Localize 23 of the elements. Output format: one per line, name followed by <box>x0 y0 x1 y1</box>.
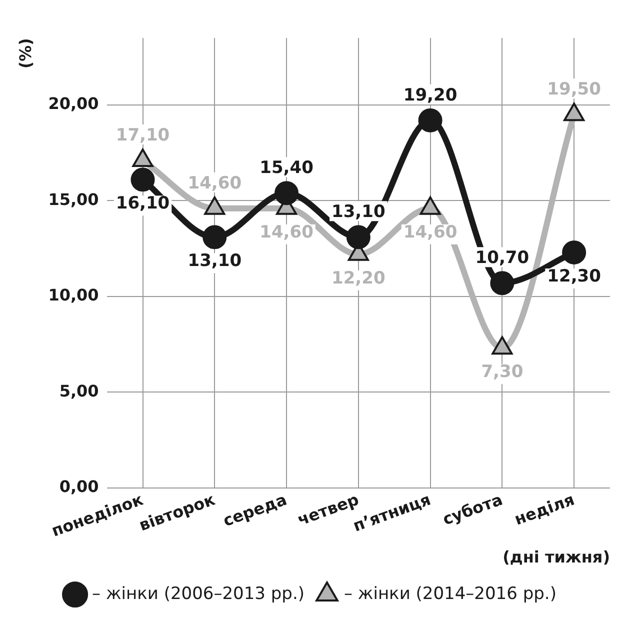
data-label: 14,60 <box>403 222 458 242</box>
data-label: 10,70 <box>475 248 530 268</box>
legend-label: – жінки (2006–2013 рр.) <box>92 584 305 604</box>
data-label: 15,40 <box>260 158 314 178</box>
data-label: 16,10 <box>116 194 170 214</box>
legend-label: – жінки (2014–2016 рр.) <box>344 584 556 604</box>
data-label: 7,30 <box>481 362 524 382</box>
data-label: 13,10 <box>332 202 386 222</box>
data-label: 19,20 <box>403 85 458 106</box>
data-label: 17,10 <box>116 125 170 146</box>
y-tick-label: 0,00 <box>59 477 99 496</box>
y-tick-label: 5,00 <box>59 381 99 400</box>
x-axis-title: (дні тижня) <box>502 548 610 567</box>
y-axis-title: (%) <box>16 38 35 69</box>
data-label: 12,20 <box>332 268 386 288</box>
data-label: 14,60 <box>260 222 314 242</box>
data-label: 14,60 <box>188 173 242 194</box>
data-label: 13,10 <box>188 251 242 272</box>
data-label: 19,50 <box>547 80 602 100</box>
y-tick-label: 15,00 <box>48 190 99 209</box>
y-tick-label: 20,00 <box>48 94 99 114</box>
data-label: 12,30 <box>547 266 602 286</box>
y-tick-label: 10,00 <box>48 286 99 305</box>
